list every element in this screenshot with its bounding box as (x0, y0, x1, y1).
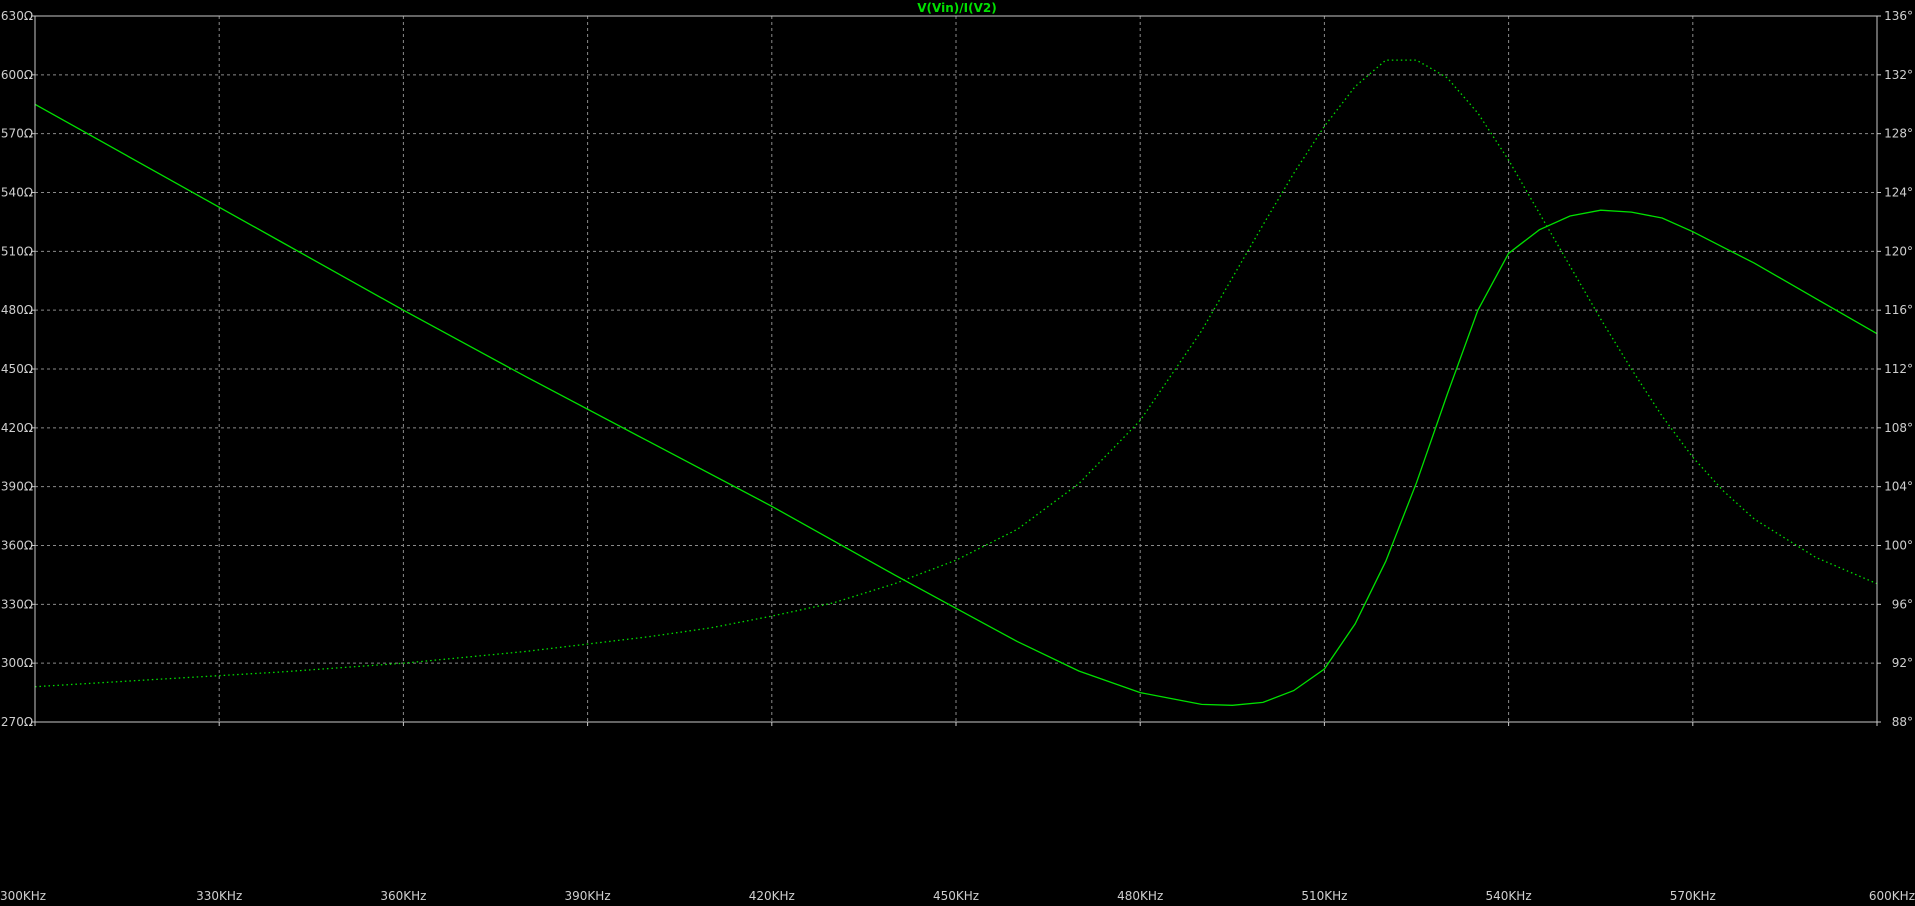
x-tick-label: 450KHz (933, 889, 979, 903)
y-left-tick-label: 300Ω (1, 656, 33, 670)
y-left-tick-label: 510Ω (1, 244, 33, 258)
x-tick-label: 300KHz (0, 889, 46, 903)
y-right-tick-label: 116° (1884, 303, 1913, 317)
y-right-tick-label: 96° (1892, 597, 1913, 611)
x-tick-label: 510KHz (1301, 889, 1347, 903)
y-left-tick-label: 540Ω (1, 186, 33, 200)
y-right-tick-label: 92° (1892, 656, 1913, 670)
y-right-tick-label: 104° (1884, 480, 1913, 494)
y-right-tick-label: 88° (1892, 715, 1913, 729)
y-right-tick-label: 120° (1884, 244, 1913, 258)
y-left-tick-label: 360Ω (1, 539, 33, 553)
y-left-tick-label: 600Ω (1, 68, 33, 82)
axis-layer: 300KHz 330KHz 360KHz 390KHz 420KHz 450KHz 480K… (0, 9, 1915, 903)
y-left-tick-label: 390Ω (1, 480, 33, 494)
y-left-tick-label: 570Ω (1, 127, 33, 141)
phase-trace (34, 59, 1878, 688)
y-left-tick-label: 420Ω (1, 421, 33, 435)
y-left-tick-label: 330Ω (1, 597, 33, 611)
x-tick-label: 330KHz (196, 889, 242, 903)
x-tick-label: 420KHz (749, 889, 795, 903)
y-left-tick-label: 480Ω (1, 303, 33, 317)
chart-title[interactable]: V(Vin)/I(V2) (917, 1, 996, 15)
plot-frame (34, 15, 1878, 723)
y-right-tick-label: 100° (1884, 539, 1913, 553)
trace-layer (34, 59, 1878, 706)
x-tick-label: 540KHz (1486, 889, 1532, 903)
x-tick-label: 480KHz (1117, 889, 1163, 903)
magnitude-trace (34, 103, 1878, 706)
x-tick-label: 390KHz (565, 889, 611, 903)
x-tick-label: 570KHz (1670, 889, 1716, 903)
y-right-tick-label: 132° (1884, 68, 1913, 82)
y-right-tick-label: 124° (1884, 186, 1913, 200)
y-right-tick-label: 112° (1884, 362, 1913, 376)
x-tick-label: 600KHz (1869, 889, 1915, 903)
grid-layer (35, 16, 1877, 722)
y-right-tick-label: 108° (1884, 421, 1913, 435)
y-left-tick-label: 450Ω (1, 362, 33, 376)
y-left-tick-label: 630Ω (1, 9, 33, 23)
y-left-tick-label: 270Ω (1, 715, 33, 729)
x-tick-label: 360KHz (380, 889, 426, 903)
y-right-tick-label: 136° (1884, 9, 1913, 23)
y-right-tick-label: 128° (1884, 127, 1913, 141)
